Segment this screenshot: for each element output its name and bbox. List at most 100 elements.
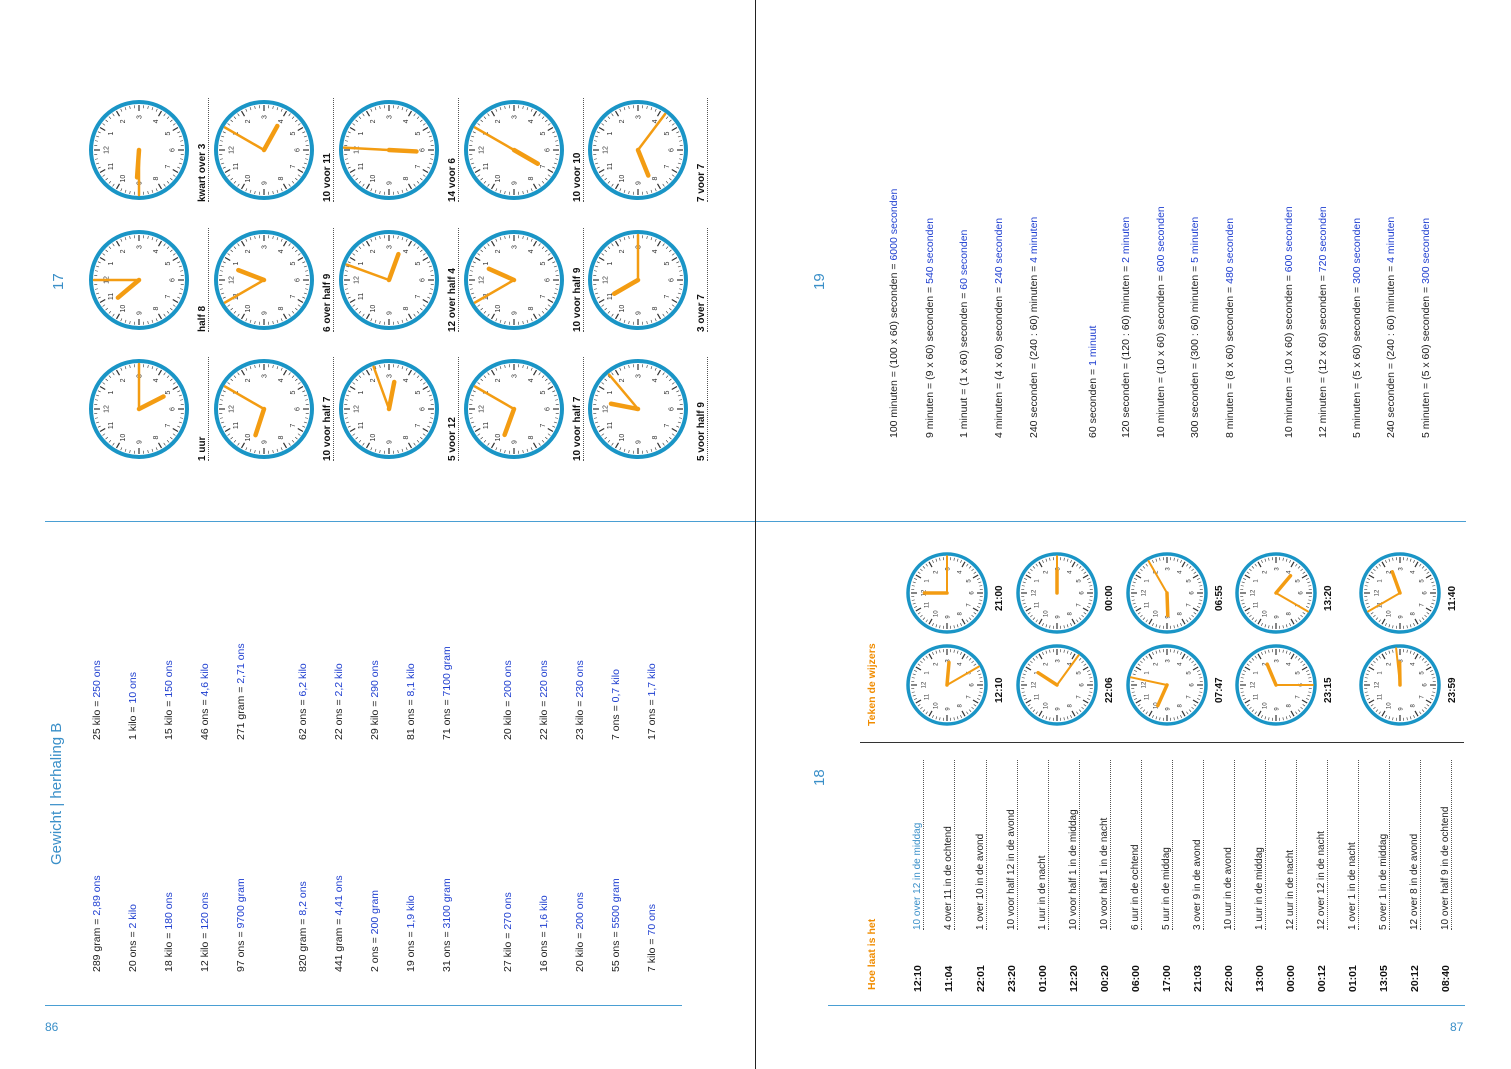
- expression: 240 seconden = (240 : 60) minuten =: [1385, 265, 1397, 438]
- clock-tick: [1388, 650, 1391, 654]
- clock-tick: [593, 417, 597, 419]
- clock-numeral: 11: [1035, 693, 1041, 700]
- row-time: 12:20: [1068, 965, 1080, 992]
- clock-tick: [219, 417, 223, 419]
- clock-tick: [601, 174, 605, 177]
- clock-tick: [370, 318, 373, 322]
- clock-numeral: 5: [966, 579, 972, 583]
- clock-tick: [303, 265, 307, 268]
- answer: 2,2 kilo: [333, 663, 345, 697]
- clock-tick: [96, 162, 100, 165]
- answer: 120 ons: [199, 892, 211, 930]
- clock-tick: [276, 237, 279, 241]
- clock-tick: [978, 581, 982, 584]
- clock-numeral: 3: [636, 115, 643, 119]
- clock-tick: [1088, 602, 1092, 605]
- clock-tick: [1381, 710, 1386, 717]
- answer: 540 seconden: [924, 217, 936, 284]
- clock-tick: [1025, 574, 1032, 579]
- conversion-line: 10 minuten = (10 x 60) seconden = 600 se…: [1283, 206, 1295, 438]
- hour-hand: [611, 277, 641, 296]
- clock-tick: [365, 183, 371, 190]
- clock-tick: [953, 717, 955, 721]
- clock-tick: [413, 372, 416, 376]
- clock-numeral: 7: [664, 294, 671, 298]
- clock-numeral: 3: [262, 115, 269, 119]
- expression: 62 ons =: [297, 699, 309, 740]
- clock-tick: [420, 436, 423, 440]
- clock-numeral: 11: [607, 422, 614, 429]
- clock-tick: [654, 318, 657, 322]
- clock-tick: [1198, 673, 1202, 676]
- clock-tick: [593, 288, 597, 290]
- clock-tick: [646, 321, 648, 325]
- clock-tick: [115, 240, 121, 247]
- clock-numeral: 2: [245, 249, 252, 253]
- clock-tick: [344, 417, 348, 419]
- clock-tick: [1076, 563, 1079, 567]
- expression: 441 gram =: [333, 918, 345, 972]
- clock-tick: [676, 166, 680, 169]
- clock-tick: [966, 619, 969, 623]
- clock-tick: [302, 166, 306, 169]
- clock-tick: [1148, 618, 1153, 625]
- clock-tick: [1246, 571, 1250, 574]
- clock-tick: [233, 116, 237, 119]
- clock-tick: [222, 296, 226, 299]
- clock-tick: [541, 440, 545, 443]
- clock-numeral: 9: [387, 440, 394, 444]
- clock-tick: [915, 666, 922, 671]
- clock-tick: [1264, 558, 1267, 562]
- clock-tick: [355, 436, 358, 440]
- clock-tick: [978, 602, 982, 605]
- clock-tick: [358, 375, 362, 378]
- clock-tick: [1242, 698, 1246, 700]
- clock-tick: [499, 448, 502, 452]
- clock-tick: [911, 599, 915, 601]
- clock-tick: [1297, 709, 1301, 712]
- clock-tick: [1251, 617, 1255, 620]
- clock-tick: [155, 238, 158, 242]
- clock-tick: [346, 292, 350, 295]
- clock-tick: [654, 108, 657, 112]
- clock-tick: [172, 256, 179, 262]
- hour-hand: [253, 406, 267, 438]
- clock-tick: [1078, 709, 1082, 712]
- clock-tick: [1027, 704, 1031, 707]
- clock-tick: [249, 319, 252, 323]
- clock-tick: [966, 655, 969, 659]
- clock-tick: [249, 107, 252, 111]
- conversion-line: 120 seconden = (120 : 60) minuten = 2 mi…: [1120, 217, 1132, 438]
- clock-tick: [155, 447, 158, 451]
- clock-time-label: 22:06: [1104, 677, 1115, 703]
- clock-tick: [953, 649, 955, 653]
- clock-numeral: 9: [636, 311, 643, 315]
- clock-tick: [677, 394, 681, 397]
- clock-numeral: 6: [545, 278, 552, 282]
- clock-tick: [1173, 557, 1175, 561]
- answer: 6,2 kilo: [297, 663, 309, 697]
- clock-tick: [1142, 658, 1146, 661]
- clock-tick: [1254, 711, 1257, 715]
- answer: 5500 gram: [610, 878, 622, 929]
- clock-tick: [922, 566, 926, 569]
- row-answer: 10 voor half 1 in de nacht: [1099, 760, 1111, 930]
- clock-tick: [280, 188, 283, 192]
- clock-tick: [469, 399, 473, 401]
- clock-tick: [619, 447, 622, 451]
- clock-numeral: 3: [1275, 659, 1281, 663]
- hour-hand: [1036, 670, 1059, 687]
- clock-tick: [129, 191, 131, 195]
- clock-tick: [302, 390, 306, 393]
- clock-tick: [1140, 614, 1143, 618]
- hour-hand: [608, 401, 641, 412]
- clock-tick: [1135, 666, 1142, 671]
- clock-tick: [416, 311, 420, 314]
- clock-tick: [420, 119, 423, 123]
- section-18-number: 18: [811, 769, 828, 786]
- clock-tick: [483, 181, 487, 184]
- clock-tick: [94, 399, 98, 401]
- clock-tick: [280, 367, 283, 371]
- clock-tick: [552, 131, 556, 134]
- clock-tick: [495, 188, 498, 192]
